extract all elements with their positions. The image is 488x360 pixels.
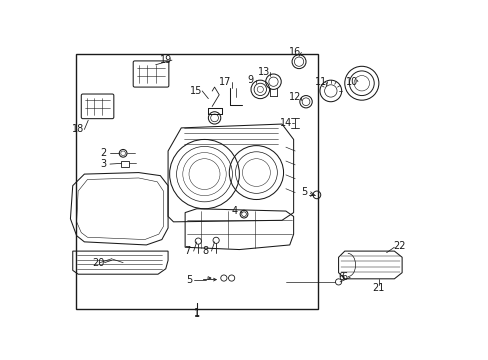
- Text: 13: 13: [258, 67, 270, 77]
- Text: 8: 8: [202, 246, 208, 256]
- Text: 22: 22: [392, 241, 405, 251]
- Text: 17: 17: [219, 77, 231, 87]
- Text: 16: 16: [288, 48, 301, 58]
- Text: 20: 20: [92, 258, 104, 267]
- Bar: [76, 54, 318, 309]
- Text: 21: 21: [372, 283, 384, 293]
- Text: 12: 12: [288, 92, 301, 102]
- Text: 18: 18: [72, 125, 84, 134]
- Text: 5: 5: [301, 187, 307, 197]
- Text: 14: 14: [279, 118, 291, 128]
- Text: 10: 10: [345, 77, 357, 87]
- Text: 2: 2: [101, 148, 107, 158]
- Text: 11: 11: [315, 77, 327, 87]
- Text: 3: 3: [101, 159, 106, 169]
- Text: 5: 5: [185, 275, 192, 285]
- Text: 1: 1: [193, 309, 200, 319]
- Text: 6: 6: [338, 272, 344, 282]
- Text: 6: 6: [340, 272, 346, 282]
- Text: 19: 19: [159, 55, 171, 65]
- Text: 9: 9: [246, 75, 253, 85]
- Text: 1: 1: [193, 308, 200, 318]
- Text: 7: 7: [184, 246, 190, 256]
- Text: 15: 15: [189, 86, 202, 96]
- Text: 4: 4: [231, 206, 237, 216]
